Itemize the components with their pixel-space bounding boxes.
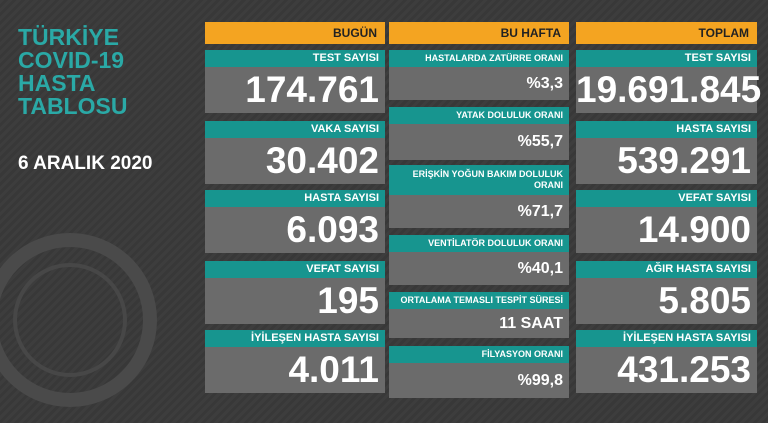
stat-value: %55,7	[517, 133, 563, 150]
stat-label: VEFAT SAYISI	[205, 261, 385, 278]
stat-value: 11 SAAT	[499, 315, 563, 332]
stat-card: VEFAT SAYISI 195	[205, 261, 385, 324]
stat-value: 14.900	[637, 209, 751, 250]
stat-card: İYİLEŞEN HASTA SAYISI 4.011	[205, 330, 385, 393]
stat-value: %40,1	[517, 260, 563, 277]
stat-card: YATAK DOLULUK ORANI %55,7	[389, 107, 569, 160]
column-header: BU HAFTA	[389, 22, 569, 44]
column-header: TOPLAM	[576, 22, 757, 44]
stat-card: HASTALARDA ZATÜRRE ORANI %3,3	[389, 50, 569, 100]
stat-card: VAKA SAYISI 30.402	[205, 121, 385, 184]
title-line: HASTA	[18, 70, 96, 96]
title-line: TABLOSU	[18, 93, 128, 119]
column-header: BUGÜN	[205, 22, 385, 44]
stat-value: 174.761	[245, 69, 379, 110]
stat-label: HASTA SAYISI	[205, 190, 385, 207]
stat-value: %99,8	[517, 372, 563, 389]
stat-value: %71,7	[517, 203, 563, 220]
title: TÜRKİYE COVID-19 HASTA TABLOSU	[18, 26, 127, 118]
stat-card: ERİŞKİN YOĞUN BAKIM DOLULUK ORANI %71,7	[389, 165, 569, 228]
emblem	[0, 233, 157, 407]
stat-value: 195	[317, 280, 379, 321]
stat-card: AĞIR HASTA SAYISI 5.805	[576, 261, 757, 324]
stat-label: HASTALARDA ZATÜRRE ORANI	[389, 50, 569, 67]
stat-card: ORTALAMA TEMASLI TESPİT SÜRESİ 11 SAAT	[389, 292, 569, 338]
stat-value: 5.805	[658, 280, 751, 321]
stat-value: %3,3	[526, 75, 563, 92]
stat-value: 6.093	[286, 209, 379, 250]
stat-label: ERİŞKİN YOĞUN BAKIM DOLULUK ORANI	[389, 165, 569, 195]
title-line: COVID-19	[18, 47, 125, 73]
stat-label: TEST SAYISI	[205, 50, 385, 67]
stat-value: 30.402	[265, 140, 379, 181]
stat-value: 539.291	[617, 140, 751, 181]
stat-card: VENTİLATÖR DOLULUK ORANI %40,1	[389, 235, 569, 285]
stat-label: AĞIR HASTA SAYISI	[576, 261, 757, 278]
stat-card: HASTA SAYISI 6.093	[205, 190, 385, 253]
stat-label: ORTALAMA TEMASLI TESPİT SÜRESİ	[389, 292, 569, 309]
stat-label: VEFAT SAYISI	[576, 190, 757, 207]
stat-label: VENTİLATÖR DOLULUK ORANI	[389, 235, 569, 252]
stat-label: HASTA SAYISI	[576, 121, 757, 138]
stat-card: TEST SAYISI 19.691.845	[576, 50, 762, 113]
stat-label: VAKA SAYISI	[205, 121, 385, 138]
stat-card: FİLYASYON ORANI %99,8	[389, 346, 569, 398]
stat-value: 431.253	[617, 349, 751, 390]
stat-card: TEST SAYISI 174.761	[205, 50, 385, 113]
stat-card: HASTA SAYISI 539.291	[576, 121, 757, 184]
stat-value: 4.011	[288, 349, 379, 390]
stat-label: İYİLEŞEN HASTA SAYISI	[205, 330, 385, 347]
stat-label: İYİLEŞEN HASTA SAYISI	[576, 330, 757, 347]
title-line: TÜRKİYE	[18, 24, 119, 50]
stat-label: YATAK DOLULUK ORANI	[389, 107, 569, 124]
stat-card: VEFAT SAYISI 14.900	[576, 190, 757, 253]
stat-label: FİLYASYON ORANI	[389, 346, 569, 363]
stat-value: 19.691.845	[576, 69, 762, 110]
stat-card: İYİLEŞEN HASTA SAYISI 431.253	[576, 330, 757, 393]
stat-label: TEST SAYISI	[576, 50, 757, 67]
date: 6 ARALIK 2020	[18, 153, 153, 174]
